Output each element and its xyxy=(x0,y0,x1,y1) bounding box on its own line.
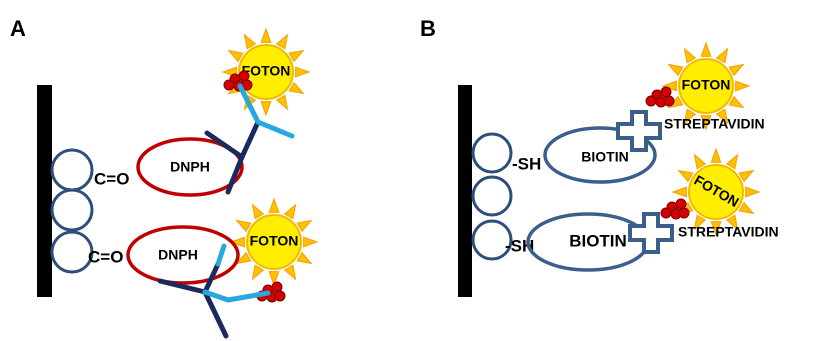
sun-ray xyxy=(296,67,309,77)
reporter: FOTON xyxy=(231,199,317,285)
sun-ray xyxy=(245,35,256,49)
sun-ray xyxy=(739,203,753,214)
sun-ray xyxy=(297,221,311,232)
sun-ray xyxy=(739,171,753,182)
group-label: C=O xyxy=(88,247,123,266)
suns: FOTON FOTON FOTON FOTON xyxy=(223,29,759,302)
sun-ray xyxy=(736,81,749,91)
binder xyxy=(630,214,672,252)
loop xyxy=(473,134,511,172)
sun-ray xyxy=(277,95,288,109)
binder-label: STREPTAVIDIN xyxy=(678,224,779,240)
surface xyxy=(458,85,472,297)
label-dot xyxy=(272,282,282,292)
sun-ray xyxy=(297,253,311,264)
sun-ray xyxy=(285,265,296,279)
group-label: -SH xyxy=(512,154,541,173)
sun-ray xyxy=(304,237,317,247)
label-dot xyxy=(275,291,285,301)
label-dot xyxy=(661,208,671,218)
label-dot xyxy=(676,199,686,209)
sun-ray xyxy=(269,199,279,212)
reporter: FOTON xyxy=(223,29,309,115)
sun-ray xyxy=(237,221,251,232)
sun-ray xyxy=(685,49,696,63)
label-dot xyxy=(664,96,674,106)
target-label: DNPH xyxy=(158,247,198,263)
sun-ray xyxy=(669,65,683,76)
sun-ray xyxy=(261,102,271,115)
sun-ray xyxy=(711,149,721,162)
reporter: FOTON xyxy=(673,149,759,235)
label-dot xyxy=(239,71,249,81)
sun-ray xyxy=(253,265,264,279)
sun-ray xyxy=(729,65,743,76)
label-dot xyxy=(661,87,671,97)
loop xyxy=(52,190,92,230)
loop xyxy=(52,232,92,272)
reporter-label: FOTON xyxy=(250,233,299,249)
label-dot xyxy=(224,80,234,90)
sun-ray xyxy=(673,187,686,197)
binder-label: STREPTAVIDIN xyxy=(664,116,765,132)
panel-label: A xyxy=(10,16,26,41)
sun-ray xyxy=(727,155,738,169)
target-label: BIOTIN xyxy=(581,149,628,165)
label-dot xyxy=(679,208,689,218)
target-label: DNPH xyxy=(170,159,210,175)
sun-ray xyxy=(261,29,271,42)
surface xyxy=(37,85,52,297)
group-label: C=O xyxy=(94,169,129,188)
sun-ray xyxy=(701,43,711,56)
sun-ray xyxy=(729,97,743,108)
sun-ray xyxy=(695,155,706,169)
label-dot xyxy=(646,96,656,106)
sun-ray xyxy=(285,205,296,219)
reporter-label: FOTON xyxy=(682,77,731,93)
sun-ray xyxy=(229,51,243,62)
binder xyxy=(618,112,660,150)
diagram: FOTON FOTON FOTON FOTON A C=O C=O DNPH DNPH… xyxy=(0,0,814,341)
sun-ray xyxy=(289,51,303,62)
loop xyxy=(473,177,511,215)
panel-label: B xyxy=(420,16,436,41)
loop xyxy=(52,150,92,190)
sun-ray xyxy=(679,171,693,182)
sun-ray xyxy=(717,49,728,63)
target-label: BIOTIN xyxy=(569,231,627,250)
sun-ray xyxy=(277,35,288,49)
sun-ray xyxy=(253,205,264,219)
sun-ray xyxy=(746,187,759,197)
sun-ray xyxy=(289,83,303,94)
